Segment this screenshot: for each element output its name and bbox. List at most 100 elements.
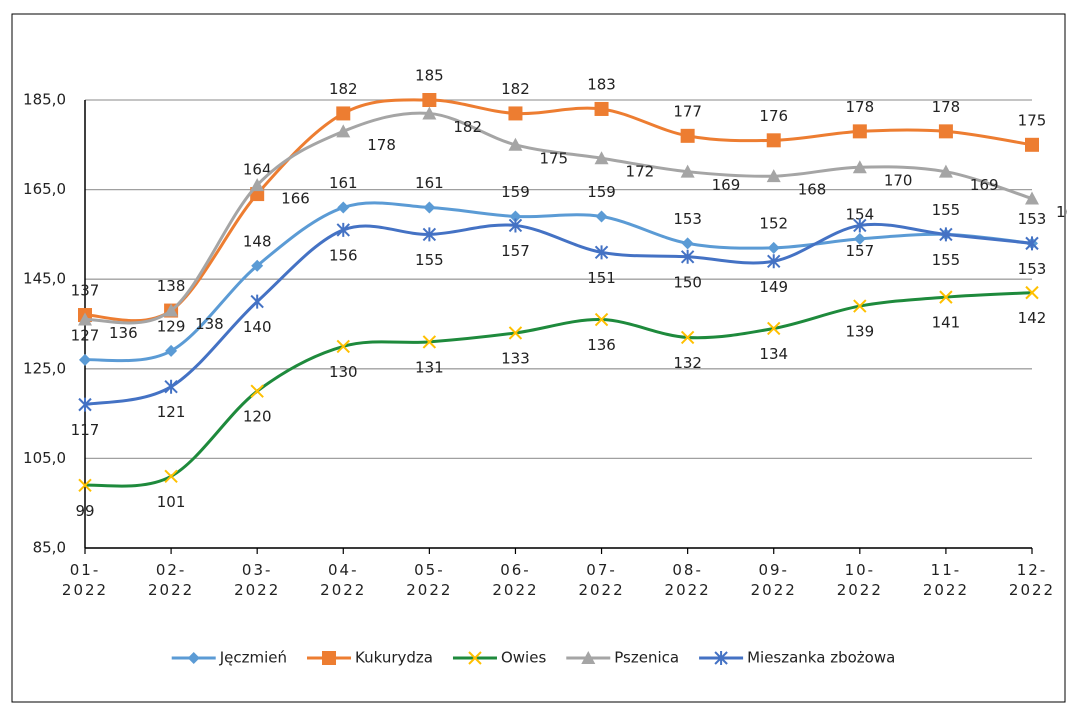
data-label: 172	[626, 163, 655, 181]
marker	[78, 312, 92, 326]
legend-label: Mieszanka zbożowa	[747, 649, 895, 667]
data-label: 156	[329, 246, 358, 264]
x-tick-label: 01- 2022	[62, 561, 108, 599]
x-tick-label-part: 2022	[234, 581, 280, 599]
x-tick-label-part: 2022	[665, 581, 711, 599]
marker	[422, 335, 437, 349]
y-tick-label: 165,0	[23, 180, 66, 198]
marker	[1025, 236, 1039, 251]
data-label: 153	[1018, 260, 1047, 278]
data-label: 161	[415, 174, 444, 192]
x-tick-label-part: 2022	[492, 581, 538, 599]
legend-label: Pszenica	[614, 649, 679, 667]
marker	[1025, 137, 1039, 152]
marker	[78, 397, 92, 412]
x-tick-label-part: 02-	[156, 561, 187, 579]
marker	[767, 254, 781, 269]
data-label: 155	[932, 201, 961, 219]
data-label: 155	[932, 251, 961, 269]
marker	[852, 124, 867, 139]
legend-label: Owies	[501, 649, 546, 667]
marker	[594, 245, 609, 260]
data-label: 159	[587, 183, 616, 201]
legend-marker	[322, 651, 337, 665]
data-label: 178	[932, 98, 961, 116]
marker	[336, 339, 350, 354]
data-label: 136	[109, 324, 138, 342]
marker	[250, 178, 265, 192]
data-label: 99	[75, 502, 94, 520]
data-label: 148	[243, 232, 272, 250]
data-label: 133	[501, 349, 530, 367]
x-tick-label: 08- 2022	[665, 561, 711, 599]
y-tick-label: 105,0	[23, 449, 66, 467]
marker	[852, 160, 867, 174]
x-tick-label-part: 04-	[328, 561, 359, 579]
data-label: 159	[501, 183, 530, 201]
data-label: 121	[157, 403, 186, 421]
x-tick-label-part: 2022	[1009, 581, 1055, 599]
marker	[336, 106, 351, 121]
x-tick-label-part: 2022	[837, 581, 883, 599]
data-label: 154	[845, 205, 874, 223]
data-label: 182	[453, 118, 482, 136]
data-label: 182	[329, 80, 358, 98]
marker	[422, 93, 437, 107]
marker	[336, 124, 351, 138]
data-label: 101	[157, 493, 186, 511]
marker	[680, 128, 695, 143]
marker	[853, 218, 867, 233]
x-tick-label-part: 07-	[586, 561, 617, 579]
marker	[938, 164, 953, 178]
data-label: 155	[415, 251, 444, 269]
x-tick-label-part: 09-	[758, 561, 789, 579]
data-label: 153	[1018, 210, 1047, 228]
legend-marker	[714, 651, 728, 665]
x-tick-label-part: 2022	[923, 581, 969, 599]
marker	[422, 106, 437, 120]
legend-marker	[581, 651, 596, 664]
marker	[767, 241, 780, 254]
data-label: 127	[71, 326, 100, 344]
data-label: 136	[587, 336, 616, 354]
data-label: 176	[759, 107, 788, 125]
marker	[164, 379, 178, 394]
marker	[594, 151, 609, 165]
marker	[766, 169, 781, 183]
data-label: 152	[759, 214, 788, 232]
marker	[78, 478, 92, 492]
y-tick-label: 145,0	[23, 270, 66, 288]
data-label: 132	[673, 354, 702, 372]
x-tick-label-part: 2022	[320, 581, 366, 599]
data-label: 139	[845, 323, 874, 341]
data-label: 137	[71, 282, 100, 300]
y-tick-label: 85,0	[33, 539, 66, 557]
marker	[681, 237, 694, 250]
marker	[939, 290, 953, 304]
data-label: 117	[71, 421, 100, 439]
marker	[337, 201, 350, 214]
data-label: 130	[329, 363, 358, 381]
data-label: 177	[673, 102, 702, 120]
data-label: 163	[1056, 203, 1067, 221]
data-label: 166	[281, 190, 310, 208]
marker	[336, 222, 350, 237]
x-tick-label-part: 12-	[1017, 561, 1048, 579]
legend-marker	[468, 651, 482, 665]
data-label: 149	[759, 278, 788, 296]
data-label: 169	[970, 176, 999, 194]
data-label: 131	[415, 358, 444, 376]
data-label: 169	[712, 176, 741, 194]
x-tick-label: 04- 2022	[320, 561, 366, 599]
data-label: 164	[243, 161, 272, 179]
marker	[250, 294, 264, 309]
marker	[79, 353, 91, 366]
x-tick-label-part: 05-	[414, 561, 445, 579]
data-label: 175	[1018, 111, 1047, 129]
data-label: 151	[587, 269, 616, 287]
marker	[508, 218, 523, 233]
marker	[250, 384, 264, 398]
marker	[680, 249, 695, 264]
